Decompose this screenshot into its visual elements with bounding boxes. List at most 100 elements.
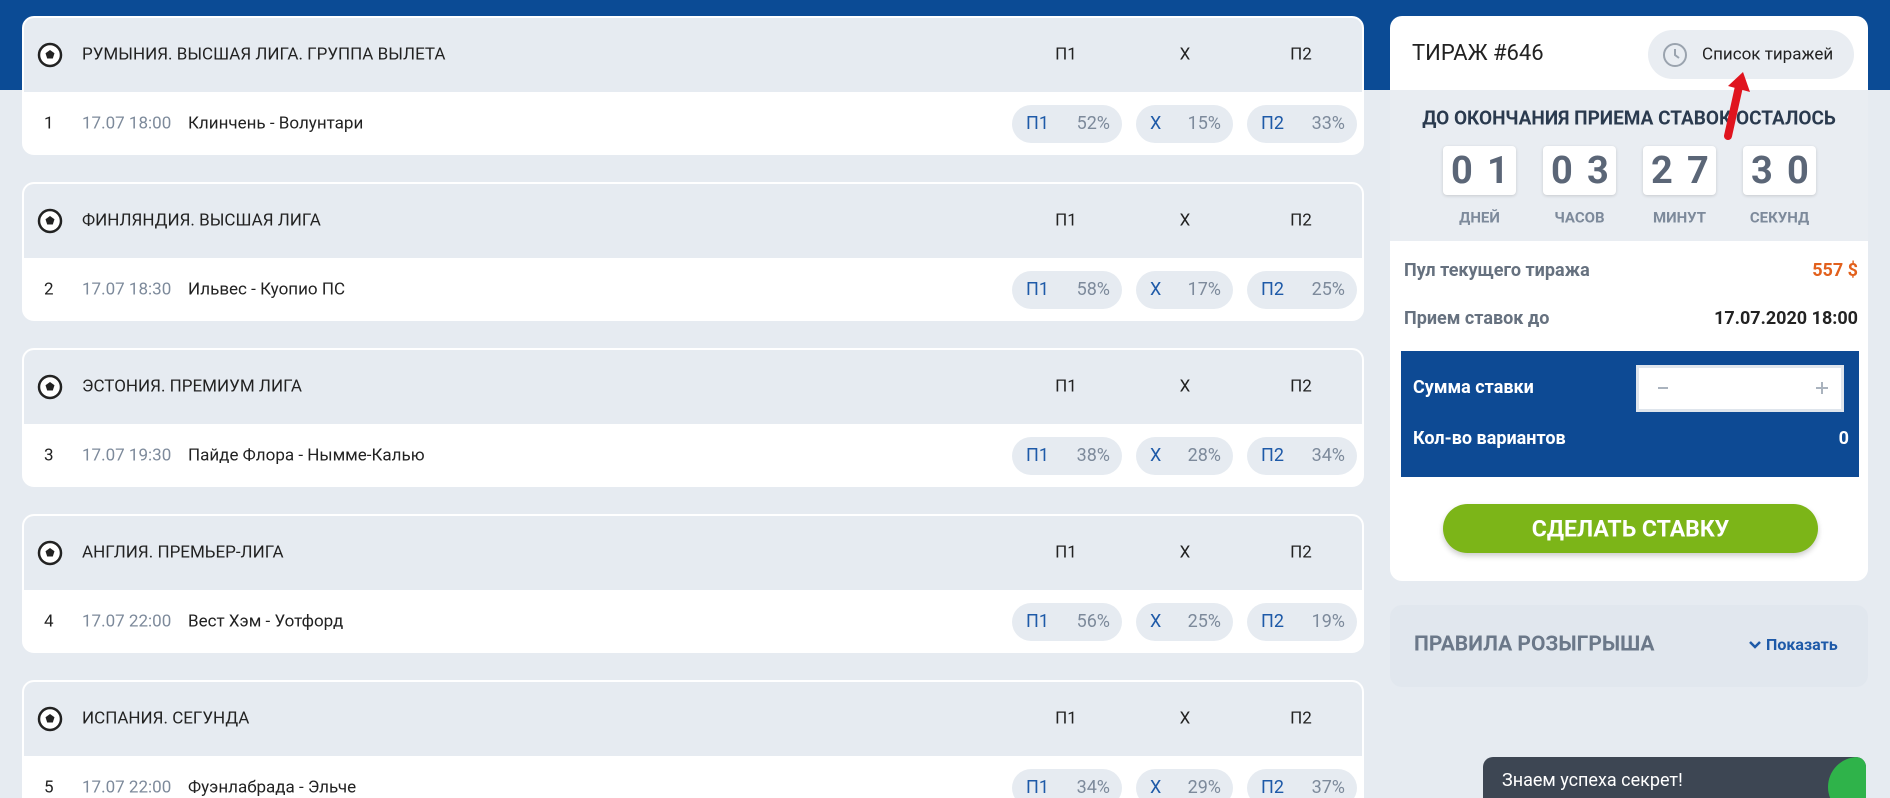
variants-label: Кол-во вариантов <box>1413 428 1566 449</box>
outcome-label: X <box>1150 445 1162 466</box>
countdown-digit: 0 <box>1787 149 1809 193</box>
match-card: АНГЛИЯ. ПРЕМЬЕР-ЛИГА П1 X П2 4 17.07 22:00 Вес… <box>22 514 1364 653</box>
stake-box: Сумма ставки Кол-во вариантов 0 <box>1401 351 1859 477</box>
outcome-label: X <box>1150 611 1162 632</box>
league-name: РУМЫНИЯ. ВЫСШАЯ ЛИГА. ГРУППА ВЫЛЕТА <box>82 44 446 65</box>
outcome-pill[interactable]: X 28% <box>1136 437 1233 475</box>
match-number: 5 <box>44 777 54 798</box>
outcome-pill[interactable]: X 17% <box>1136 271 1233 309</box>
outcome-label: П2 <box>1261 445 1284 466</box>
draw-panel: ТИРАЖ #646 Список тиражей ДО ОКОНЧАНИЯ П… <box>1390 16 1868 581</box>
match-teams: Фуэнлабрада - Эльче <box>188 777 357 798</box>
countdown-digit: 0 <box>1551 149 1573 193</box>
outcome-pill[interactable]: П1 58% <box>1012 271 1122 309</box>
outcome-pill[interactable]: П2 33% <box>1247 105 1357 143</box>
column-header: X <box>1179 210 1191 231</box>
draw-title: ТИРАЖ #646 <box>1412 41 1544 66</box>
pool-value: 557 $ <box>1812 260 1858 281</box>
match-number: 2 <box>44 279 54 300</box>
countdown-digit: 7 <box>1687 149 1709 193</box>
outcome-percent: 33% <box>1311 113 1345 134</box>
outcome-pill[interactable]: П2 37% <box>1247 769 1357 798</box>
outcome-pill[interactable]: X 29% <box>1136 769 1233 798</box>
countdown-unit: СЕКУНД <box>1749 208 1810 227</box>
league-name: ФИНЛЯНДИЯ. ВЫСШАЯ ЛИГА <box>82 210 321 231</box>
league-header: РУМЫНИЯ. ВЫСШАЯ ЛИГА. ГРУППА ВЫЛЕТА П1 X П2 <box>24 18 1362 92</box>
chat-widget[interactable]: Знаем успеха секрет! <box>1483 757 1866 798</box>
countdown-digit: 1 <box>1487 149 1509 193</box>
outcome-label: П2 <box>1261 611 1284 632</box>
outcome-percent: 56% <box>1076 611 1110 632</box>
chat-icon <box>1828 757 1866 798</box>
outcome-pill[interactable]: П2 34% <box>1247 437 1357 475</box>
countdown-unit: ДНЕЙ <box>1459 208 1500 227</box>
column-header: П2 <box>1290 708 1312 729</box>
stake-label: Сумма ставки <box>1413 377 1534 398</box>
column-header: П1 <box>1055 708 1077 729</box>
column-header: П2 <box>1290 376 1312 397</box>
outcome-pill[interactable]: П1 34% <box>1012 769 1122 798</box>
submit-button[interactable]: СДЕЛАТЬ СТАВКУ <box>1443 504 1818 553</box>
rules-title: ПРАВИЛА РОЗЫГРЫША <box>1414 632 1655 657</box>
league-header: ФИНЛЯНДИЯ. ВЫСШАЯ ЛИГА П1 X П2 <box>24 184 1362 258</box>
outcome-pill[interactable]: X 15% <box>1136 105 1233 143</box>
rules-box: ПРАВИЛА РОЗЫГРЫША Показать <box>1390 605 1868 687</box>
outcome-label: П1 <box>1026 777 1049 798</box>
countdown-digit: 3 <box>1587 149 1609 193</box>
column-header: П1 <box>1055 376 1077 397</box>
match-teams: Ильвес - Куопио ПС <box>188 279 346 300</box>
outcome-pill[interactable]: П2 25% <box>1247 271 1357 309</box>
match-date: 17.07 19:30 <box>82 445 172 466</box>
stake-controls <box>1658 382 1828 394</box>
deadline-value: 17.07.2020 18:00 <box>1714 308 1858 329</box>
ball-icon <box>37 540 63 566</box>
outcome-label: П1 <box>1026 279 1049 300</box>
outcome-percent: 29% <box>1187 777 1221 798</box>
match-card: РУМЫНИЯ. ВЫСШАЯ ЛИГА. ГРУППА ВЫЛЕТА П1 X П2… <box>22 16 1364 155</box>
stake-input[interactable] <box>1636 365 1844 412</box>
history-button[interactable]: Список тиражей <box>1648 30 1854 79</box>
column-header: X <box>1179 708 1191 729</box>
history-label: Список тиражей <box>1702 44 1834 65</box>
column-header: П1 <box>1055 210 1077 231</box>
countdown-unit: ЧАСОВ <box>1554 208 1605 227</box>
chevron-icon <box>1749 641 1761 649</box>
column-header: П1 <box>1055 542 1077 563</box>
red-arrow <box>1724 72 1750 140</box>
ball-icon <box>37 208 63 234</box>
countdown-unit: МИНУТ <box>1652 208 1707 227</box>
outcome-percent: 37% <box>1311 777 1345 798</box>
countdown-digit: 3 <box>1751 149 1773 193</box>
countdown-digit: 0 <box>1451 149 1473 193</box>
outcome-percent: 52% <box>1076 113 1110 134</box>
rules-toggle[interactable]: Показать <box>1766 635 1838 654</box>
outcome-percent: 25% <box>1187 611 1221 632</box>
outcome-label: П1 <box>1026 113 1049 134</box>
ball-icon <box>37 42 63 68</box>
countdown-area: ДО ОКОНЧАНИЯ ПРИЕМА СТАВОК ОСТАЛОСЬ 0 1 ДН… <box>1390 90 1868 241</box>
league-header: АНГЛИЯ. ПРЕМЬЕР-ЛИГА П1 X П2 <box>24 516 1362 590</box>
outcome-pill[interactable]: X 25% <box>1136 603 1233 641</box>
league-header: ИСПАНИЯ. СЕГУНДА П1 X П2 <box>24 682 1362 756</box>
clock-icon <box>1663 43 1687 67</box>
match-number: 3 <box>44 445 54 466</box>
league-name: ИСПАНИЯ. СЕГУНДА <box>82 708 250 729</box>
column-header: П2 <box>1290 542 1312 563</box>
outcome-pill[interactable]: П1 56% <box>1012 603 1122 641</box>
outcome-pill[interactable]: П2 19% <box>1247 603 1357 641</box>
column-header: X <box>1179 542 1191 563</box>
outcome-label: П1 <box>1026 611 1049 632</box>
match-date: 17.07 22:00 <box>82 777 172 798</box>
outcome-label: П2 <box>1261 113 1284 134</box>
ball-icon <box>37 706 63 732</box>
outcome-pill[interactable]: П1 38% <box>1012 437 1122 475</box>
column-header: П2 <box>1290 210 1312 231</box>
match-card: ФИНЛЯНДИЯ. ВЫСШАЯ ЛИГА П1 X П2 2 17.07 18:30 И… <box>22 182 1364 321</box>
outcome-pill[interactable]: П1 52% <box>1012 105 1122 143</box>
outcome-percent: 15% <box>1187 113 1221 134</box>
league-header: ЭСТОНИЯ. ПРЕМИУМ ЛИГА П1 X П2 <box>24 350 1362 424</box>
outcome-percent: 17% <box>1187 279 1221 300</box>
